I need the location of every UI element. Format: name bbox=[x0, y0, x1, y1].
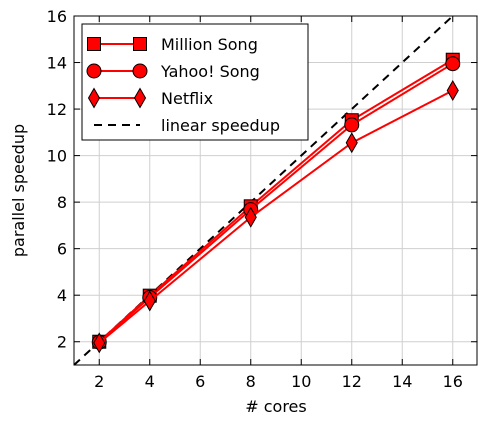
y-tick-label: 4 bbox=[57, 286, 67, 305]
y-tick-label: 12 bbox=[47, 100, 67, 119]
y-tick-label: 14 bbox=[47, 54, 67, 73]
netflix-point bbox=[345, 132, 358, 154]
y-tick-label: 6 bbox=[57, 240, 67, 259]
y-tick-label: 10 bbox=[47, 147, 67, 166]
legend-label: Yahoo! Song bbox=[160, 62, 260, 81]
x-tick-label: 4 bbox=[145, 372, 155, 391]
legend-marker bbox=[87, 87, 101, 109]
x-tick-label: 2 bbox=[94, 372, 104, 391]
x-axis-title: # cores bbox=[245, 397, 306, 416]
x-tick-label: 10 bbox=[291, 372, 311, 391]
netflix-series bbox=[93, 79, 459, 354]
yahoo-song-point bbox=[445, 56, 461, 72]
y-tick-label: 16 bbox=[47, 7, 67, 26]
yahoo-song-point bbox=[344, 117, 360, 133]
series-group bbox=[91, 52, 461, 354]
x-tick-label: 14 bbox=[392, 372, 412, 391]
y-axis-title: parallel speedup bbox=[9, 124, 28, 257]
netflix-point bbox=[244, 206, 257, 228]
axis-ticks: 2 4 6 8 10 12 14 16 2 4 6 8 10 12 14 16 bbox=[47, 7, 477, 391]
x-tick-label: 6 bbox=[195, 372, 205, 391]
y-tick-label: 2 bbox=[57, 333, 67, 352]
x-tick-label: 16 bbox=[443, 372, 463, 391]
legend-entry: Yahoo! Song bbox=[86, 62, 260, 81]
legend-label: Netflix bbox=[161, 89, 213, 108]
legend-entry: Million Song bbox=[87, 35, 258, 54]
x-tick-label: 12 bbox=[342, 372, 362, 391]
plot-area-frame bbox=[73, 15, 478, 366]
legend-entry: linear speedup bbox=[94, 116, 280, 135]
legend-marker bbox=[86, 63, 102, 79]
netflix-point bbox=[143, 290, 156, 312]
legend-marker bbox=[87, 37, 101, 51]
x-tick-label: 8 bbox=[246, 372, 256, 391]
legend-label: Million Song bbox=[161, 35, 258, 54]
netflix-point bbox=[93, 332, 106, 354]
legend-entry: Netflix bbox=[87, 87, 213, 109]
y-tick-label: 8 bbox=[57, 193, 67, 212]
netflix-point bbox=[446, 79, 459, 101]
legend-label: linear speedup bbox=[161, 116, 280, 135]
legend-marker bbox=[132, 63, 148, 79]
legend: Million Song Yahoo! Song Netflix linear spe… bbox=[81, 23, 309, 141]
legend-marker bbox=[133, 87, 147, 109]
legend-marker bbox=[133, 37, 147, 51]
